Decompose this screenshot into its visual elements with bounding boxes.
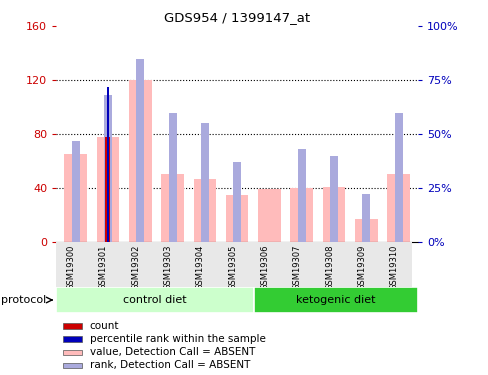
Title: GDS954 / 1399147_at: GDS954 / 1399147_at xyxy=(164,11,309,24)
Bar xyxy=(354,219,377,242)
Bar xyxy=(62,323,81,328)
Text: GSM19309: GSM19309 xyxy=(357,244,366,290)
Bar xyxy=(225,195,248,242)
Text: value, Detection Call = ABSENT: value, Detection Call = ABSENT xyxy=(90,347,255,357)
Text: GSM19300: GSM19300 xyxy=(66,244,76,290)
Text: rank, Detection Call = ABSENT: rank, Detection Call = ABSENT xyxy=(90,360,250,370)
Bar xyxy=(193,178,216,242)
Bar xyxy=(290,188,312,242)
Bar xyxy=(233,162,241,242)
Bar xyxy=(258,189,280,242)
Bar xyxy=(386,174,409,242)
Text: control diet: control diet xyxy=(123,295,186,305)
Text: GSM19306: GSM19306 xyxy=(260,244,269,290)
Text: percentile rank within the sample: percentile rank within the sample xyxy=(90,334,265,344)
Text: count: count xyxy=(90,321,119,331)
Text: GSM19308: GSM19308 xyxy=(325,244,333,290)
Bar xyxy=(105,137,110,242)
Bar xyxy=(329,156,337,242)
Bar xyxy=(72,141,80,242)
Bar xyxy=(106,87,109,242)
Bar xyxy=(136,58,144,242)
Text: protocol: protocol xyxy=(1,295,46,305)
Bar xyxy=(129,80,151,242)
Text: GSM19301: GSM19301 xyxy=(99,244,108,290)
Bar xyxy=(362,194,369,242)
Text: GSM19302: GSM19302 xyxy=(131,244,140,290)
Bar xyxy=(62,363,81,368)
Bar xyxy=(62,336,81,342)
Bar xyxy=(297,149,305,242)
Bar xyxy=(56,287,253,313)
Bar xyxy=(322,187,345,242)
Bar xyxy=(161,174,183,242)
Bar xyxy=(104,95,112,242)
Bar xyxy=(201,123,208,242)
Bar xyxy=(253,287,417,313)
Bar xyxy=(64,154,87,242)
Bar xyxy=(168,112,176,242)
Bar xyxy=(394,112,402,242)
Text: GSM19304: GSM19304 xyxy=(196,244,204,290)
Text: GSM19303: GSM19303 xyxy=(163,244,172,290)
Text: ketogenic diet: ketogenic diet xyxy=(296,295,375,305)
Text: GSM19307: GSM19307 xyxy=(292,244,301,290)
Text: GSM19310: GSM19310 xyxy=(389,244,398,290)
Bar xyxy=(62,350,81,355)
Bar xyxy=(97,137,119,242)
Text: GSM19305: GSM19305 xyxy=(228,244,237,290)
